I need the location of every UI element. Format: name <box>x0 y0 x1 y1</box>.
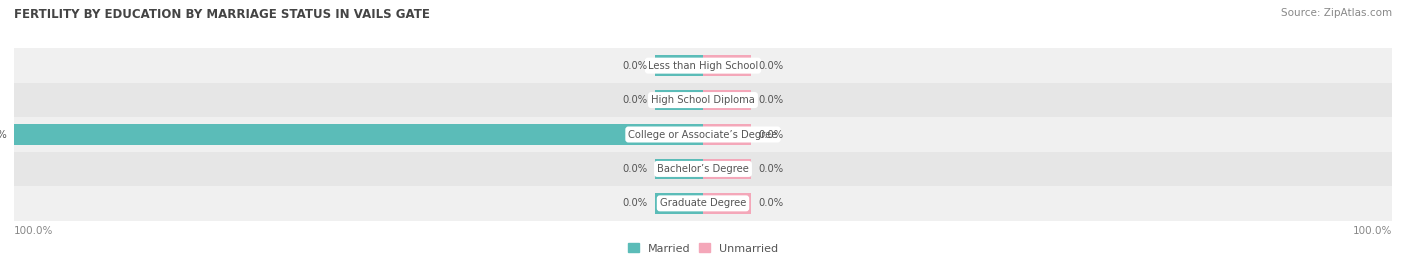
Text: Source: ZipAtlas.com: Source: ZipAtlas.com <box>1281 8 1392 18</box>
Text: FERTILITY BY EDUCATION BY MARRIAGE STATUS IN VAILS GATE: FERTILITY BY EDUCATION BY MARRIAGE STATU… <box>14 8 430 21</box>
Bar <box>655 90 703 110</box>
Bar <box>703 193 751 214</box>
Text: 100.0%: 100.0% <box>1353 226 1392 236</box>
Bar <box>14 48 1392 83</box>
Bar <box>14 124 703 145</box>
Text: 0.0%: 0.0% <box>758 129 783 140</box>
Bar <box>703 159 751 179</box>
Text: College or Associate’s Degree: College or Associate’s Degree <box>628 129 778 140</box>
Bar <box>703 90 751 110</box>
Text: 0.0%: 0.0% <box>758 164 783 174</box>
Bar <box>655 55 703 76</box>
Bar <box>703 55 751 76</box>
Text: Graduate Degree: Graduate Degree <box>659 198 747 208</box>
Text: High School Diploma: High School Diploma <box>651 95 755 105</box>
Text: 100.0%: 100.0% <box>0 129 7 140</box>
Bar <box>655 193 703 214</box>
Bar <box>14 117 1392 152</box>
Text: 0.0%: 0.0% <box>758 61 783 71</box>
Text: 0.0%: 0.0% <box>623 198 648 208</box>
Bar <box>14 83 1392 117</box>
Text: Less than High School: Less than High School <box>648 61 758 71</box>
Text: Bachelor’s Degree: Bachelor’s Degree <box>657 164 749 174</box>
Text: 0.0%: 0.0% <box>623 164 648 174</box>
Bar <box>14 186 1392 221</box>
Text: 100.0%: 100.0% <box>14 226 53 236</box>
Text: 0.0%: 0.0% <box>758 95 783 105</box>
Legend: Married, Unmarried: Married, Unmarried <box>623 239 783 258</box>
Bar <box>703 124 751 145</box>
Bar <box>14 152 1392 186</box>
Text: 0.0%: 0.0% <box>623 61 648 71</box>
Text: 0.0%: 0.0% <box>623 95 648 105</box>
Bar <box>655 159 703 179</box>
Text: 0.0%: 0.0% <box>758 198 783 208</box>
